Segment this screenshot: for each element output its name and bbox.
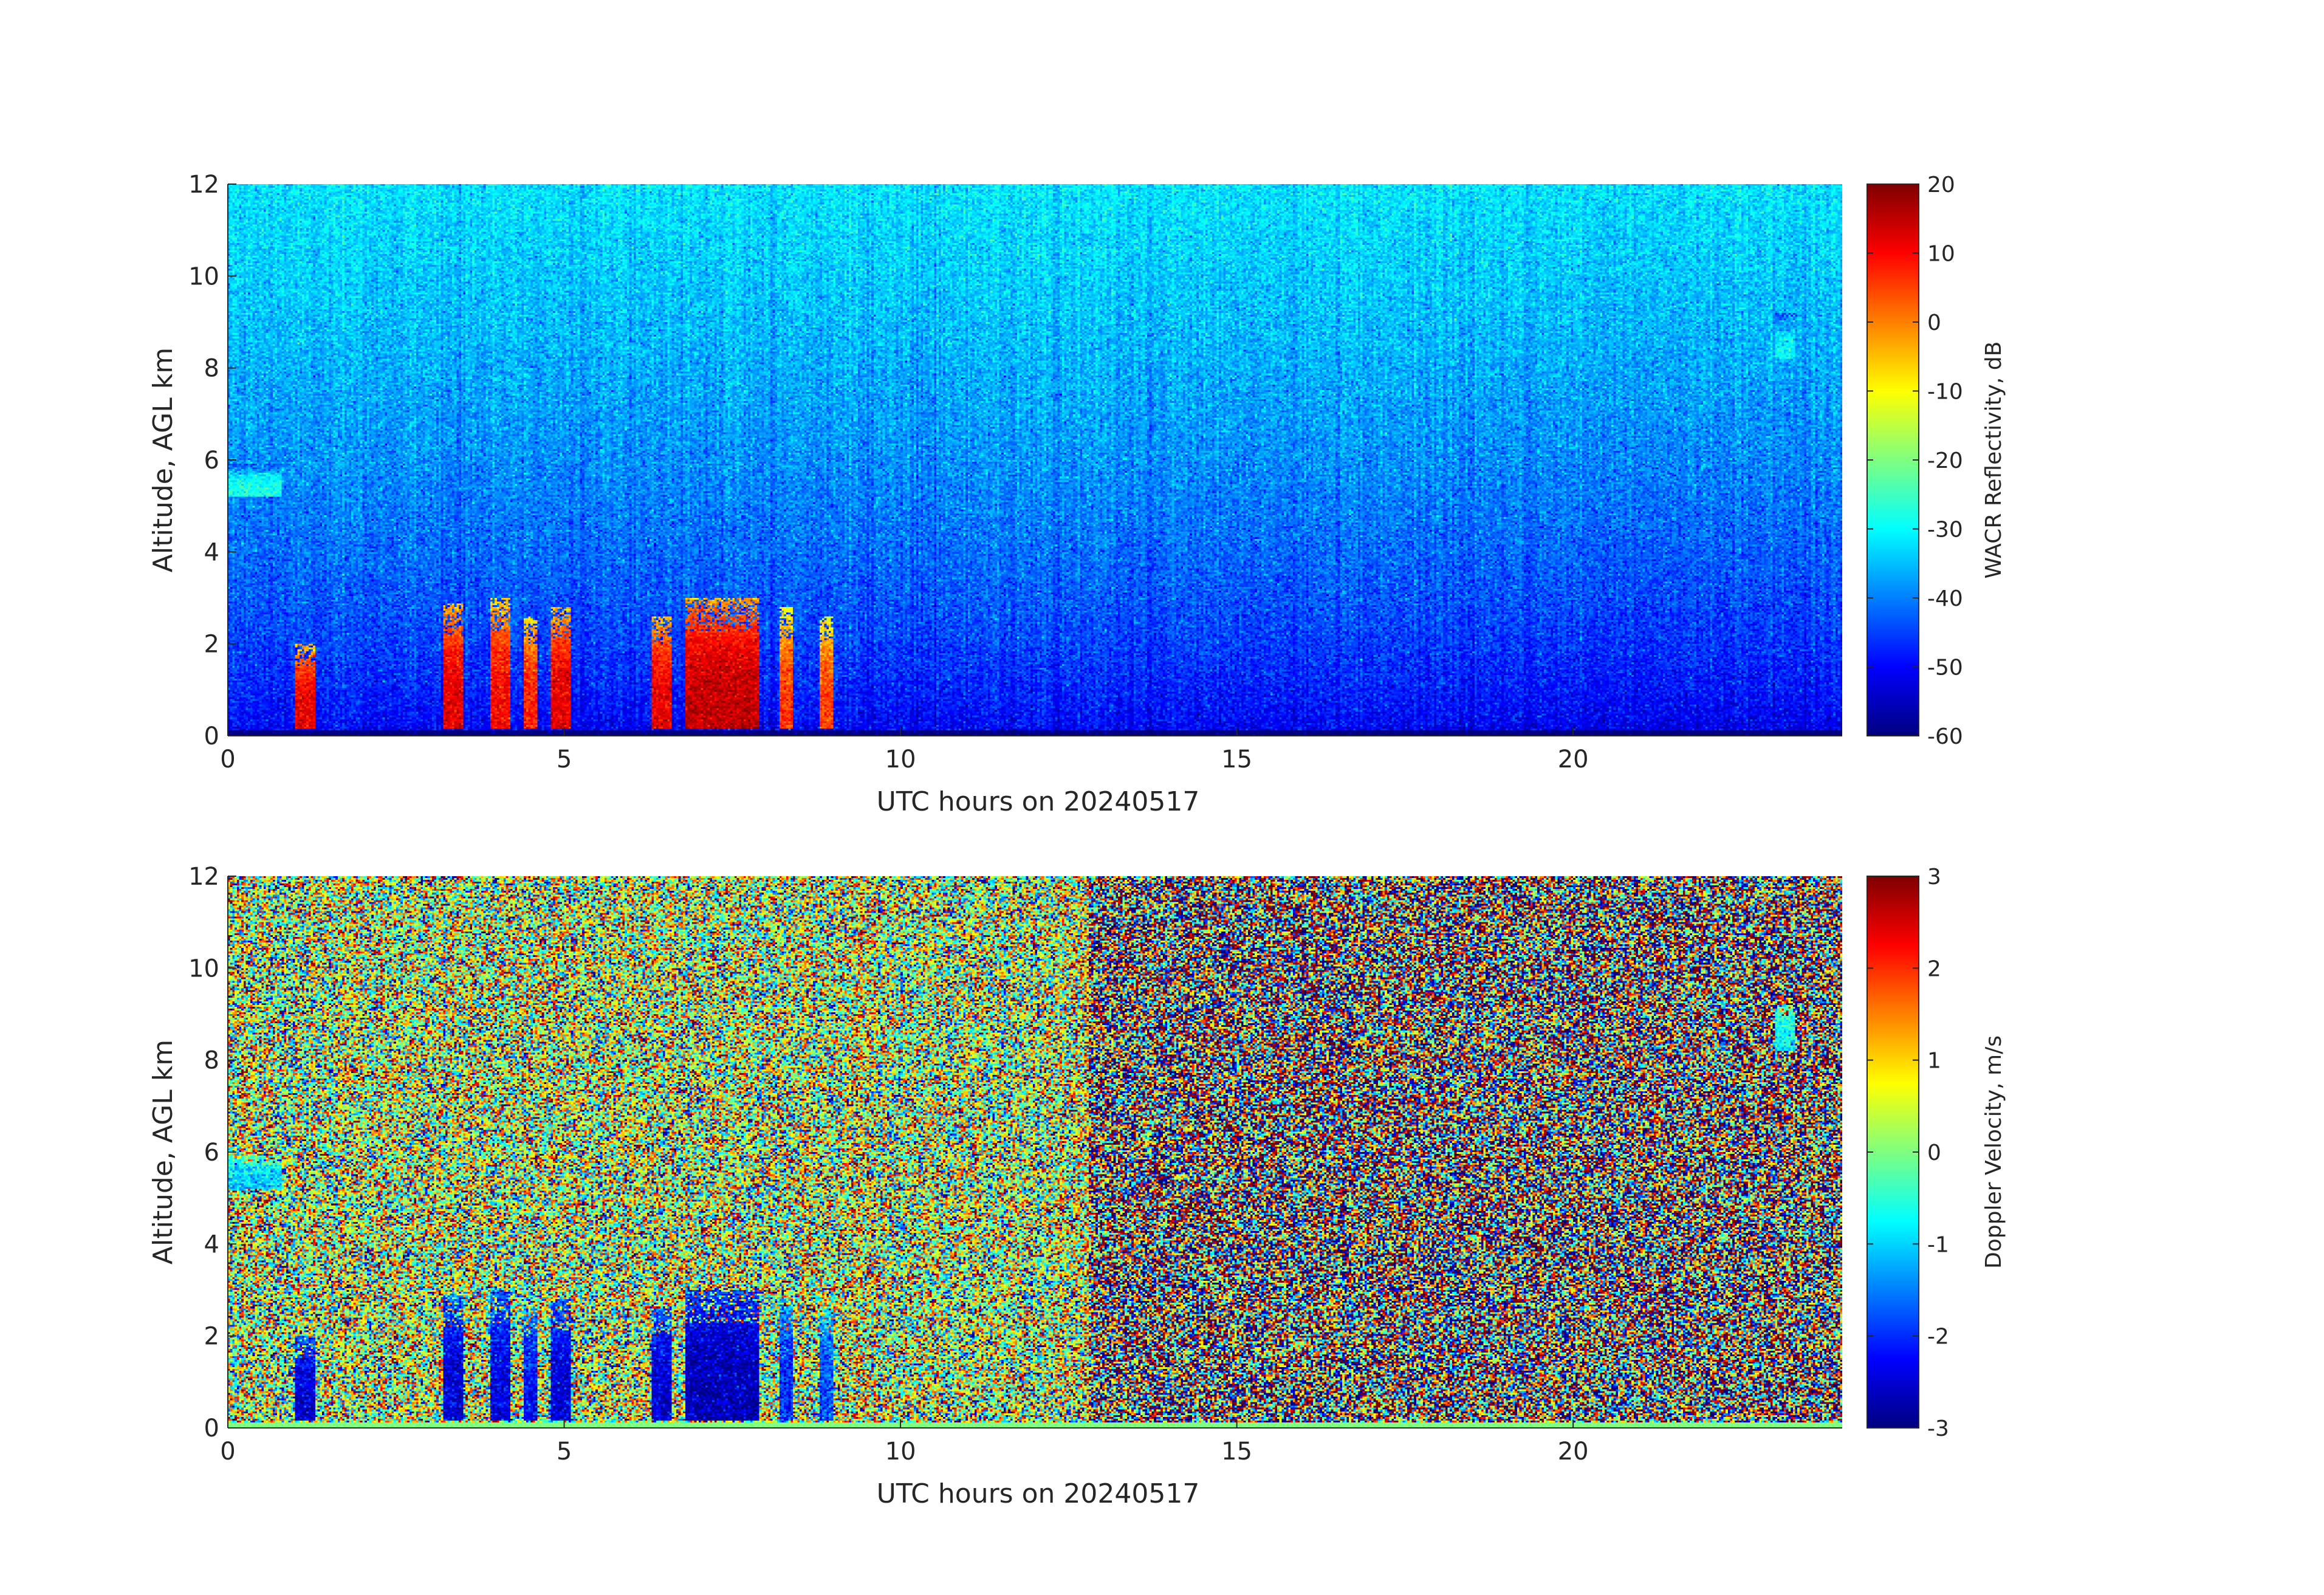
colorbar [1867, 184, 1919, 736]
colorbar-tick-label: 1 [1927, 1049, 1941, 1074]
y-tick-label: 10 [188, 262, 219, 290]
x-tick-label: 20 [1558, 1438, 1589, 1466]
x-tick-label: 0 [220, 1438, 235, 1466]
colorbar [1867, 876, 1919, 1428]
colorbar-label: Doppler Velocity, m/s [1981, 1035, 2006, 1269]
colorbar-tick-label: 0 [1927, 310, 1941, 335]
y-axis-label: Altitude, AGL km [148, 1040, 179, 1264]
y-tick-label: 12 [188, 171, 219, 199]
y-tick-label: 2 [204, 631, 219, 659]
y-tick-label: 6 [204, 1139, 219, 1167]
colorbar-tick-label: 20 [1927, 173, 1955, 197]
x-tick-label: 15 [1221, 1438, 1252, 1466]
colorbar-tick-label: -40 [1927, 586, 1963, 611]
colorbar-tick-label: -3 [1927, 1416, 1949, 1441]
colorbar-label: WACR Reflectivity, dB [1981, 341, 2006, 579]
colorbar-tick-label: 3 [1927, 865, 1941, 890]
x-tick-label: 10 [885, 1438, 916, 1466]
y-tick-label: 8 [204, 1047, 219, 1075]
y-tick-label: 12 [188, 863, 219, 891]
x-tick-label: 5 [557, 746, 572, 773]
y-axis-label: Altitude, AGL km [148, 348, 179, 572]
x-tick-label: 20 [1558, 746, 1589, 773]
y-tick-label: 0 [204, 1415, 219, 1442]
y-tick-label: 0 [204, 722, 219, 750]
x-axis-label: UTC hours on 20240517 [877, 786, 1200, 817]
y-tick-label: 4 [204, 538, 219, 566]
colorbar-tick-label: -1 [1927, 1232, 1949, 1257]
colorbar-tick-label: 0 [1927, 1141, 1941, 1165]
x-tick-label: 5 [557, 1438, 572, 1466]
y-tick-label: 8 [204, 355, 219, 383]
reflectivity-panel: 0 5 10 15 20 0 2 4 6 8 10 12 UTC hours on 20240517 Al… [148, 171, 2006, 817]
y-tick-label: 2 [204, 1323, 219, 1351]
y-tick-label: 10 [188, 955, 219, 983]
colorbar-tick-label: -30 [1927, 518, 1963, 543]
y-tick-label: 4 [204, 1230, 219, 1258]
x-tick-label: 15 [1221, 746, 1252, 773]
doppler_velocity-heatmap [228, 876, 1842, 1428]
colorbar-tick-label: -10 [1927, 380, 1963, 405]
reflectivity-heatmap [228, 184, 1842, 736]
colorbar-tick-label: -60 [1927, 724, 1963, 749]
x-tick-label: 10 [885, 746, 916, 773]
x-tick-label: 0 [220, 746, 235, 773]
y-tick-label: 6 [204, 447, 219, 475]
colorbar-tick-label: -20 [1927, 448, 1963, 473]
colorbar-tick-label: 2 [1927, 956, 1941, 981]
colorbar-tick-label: 10 [1927, 242, 1955, 267]
x-axis-label: UTC hours on 20240517 [877, 1478, 1200, 1509]
colorbar-tick-label: -2 [1927, 1325, 1949, 1350]
colorbar-tick-label: -50 [1927, 656, 1963, 681]
